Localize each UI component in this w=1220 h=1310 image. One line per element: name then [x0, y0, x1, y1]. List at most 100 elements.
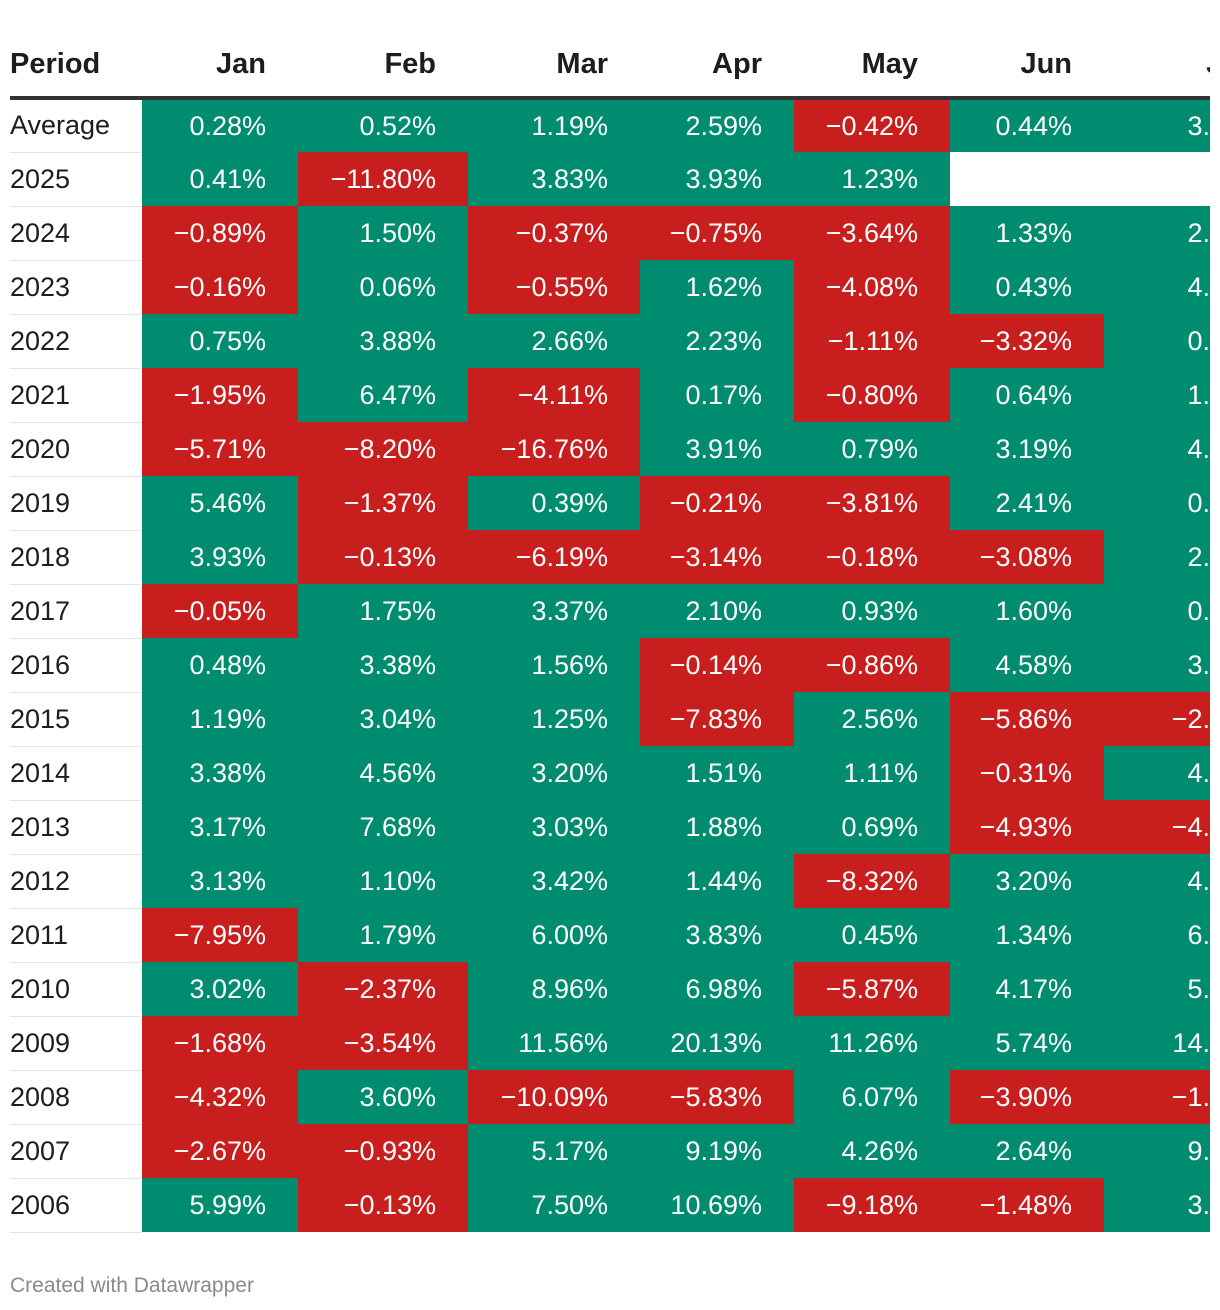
heatmap-cell: −0.55% [468, 260, 640, 314]
heatmap-cell: −7.83% [640, 692, 794, 746]
table-row: 2011−7.95%1.79%6.00%3.83%0.45%1.34%6.23 [10, 908, 1210, 963]
row-period-label: 2009 [10, 1016, 142, 1071]
row-period-label: 2024 [10, 206, 142, 261]
heatmap-cell: −0.93% [298, 1124, 468, 1178]
heatmap-cell: 7.50% [468, 1178, 640, 1232]
heatmap-cell: 1.44% [640, 854, 794, 908]
heatmap-cell: 0.41% [142, 152, 298, 206]
footer-credit: Created with Datawrapper [10, 1274, 254, 1297]
heatmap-cell: 5.34 [1104, 962, 1210, 1016]
heatmap-cell: 10.69% [640, 1178, 794, 1232]
heatmap-cell: 2.72 [1104, 206, 1210, 260]
heatmap-cell: 11.56% [468, 1016, 640, 1070]
heatmap-cell: 6.23 [1104, 908, 1210, 962]
row-period-label: 2022 [10, 314, 142, 369]
heatmap-cell: −11.80% [298, 152, 468, 206]
heatmap-cell: 3.17% [142, 800, 298, 854]
heatmap-cell: −3.32% [950, 314, 1104, 368]
heatmap-cell: 3.19% [950, 422, 1104, 476]
heatmap-cell: 1.51% [640, 746, 794, 800]
heatmap-cell: 5.99% [142, 1178, 298, 1232]
heatmap-cell: −3.90% [950, 1070, 1104, 1124]
heatmap-cell: 6.07% [794, 1070, 950, 1124]
heatmap-cell: 4.17% [950, 962, 1104, 1016]
row-period-label: Average [10, 98, 142, 153]
column-header-month: May [794, 32, 950, 100]
heatmap-cell: 0.79% [794, 422, 950, 476]
heatmap-cell: −8.32% [794, 854, 950, 908]
heatmap-cell: 4.58% [950, 638, 1104, 692]
heatmap-cell: −5.71% [142, 422, 298, 476]
heatmap-cell: 0.06% [298, 260, 468, 314]
heatmap-cell: −3.54% [298, 1016, 468, 1070]
heatmap-cell: 1.10% [298, 854, 468, 908]
table-row: 2009 −1.68% −3.54% 11.56% 20.13% 11.26% 5.74% 1… [10, 1016, 1210, 1071]
heatmap-cell: −0.42% [794, 98, 950, 152]
column-header-month: Jan [142, 32, 298, 100]
heatmap-cell: 9.19% [640, 1124, 794, 1178]
heatmap-cell: 3.13% [142, 854, 298, 908]
heatmap-cell: 0.45% [794, 908, 950, 962]
heatmap-cell: 6.47% [298, 368, 468, 422]
table-row: 2007−2.67%−0.93%5.17%9.19%4.26%2.64%9.79 [10, 1124, 1210, 1179]
heatmap-cell: 4.72 [1104, 854, 1210, 908]
row-period-label: 2010 [10, 962, 142, 1017]
row-period-label: 2019 [10, 476, 142, 531]
heatmap-cell: 5.17% [468, 1124, 640, 1178]
heatmap-cell: 1.41 [1104, 368, 1210, 422]
table-row: 2008 −4.32% 3.60% −10.09% −5.83% 6.07% −3.90% −… [10, 1070, 1210, 1125]
heatmap-cell: 0.43% [950, 260, 1104, 314]
row-period-label: 2006 [10, 1178, 142, 1233]
heatmap-cell: 0.50 [1104, 476, 1210, 530]
column-header-month: Ju [1104, 32, 1210, 100]
heatmap-cell: −2.20 [1104, 692, 1210, 746]
heatmap-cell: 20.13% [640, 1016, 794, 1070]
heatmap-cell [1104, 152, 1210, 206]
heatmap-cell: −3.81% [794, 476, 950, 530]
heatmap-cell: −0.37% [468, 206, 640, 260]
heatmap-cell: 4.31 [1104, 746, 1210, 800]
column-header-period: Period [10, 32, 142, 100]
heatmap-cell: 9.79 [1104, 1124, 1210, 1178]
row-period-label: 2017 [10, 584, 142, 639]
heatmap-cell: −8.20% [298, 422, 468, 476]
heatmap-cell: 2.41% [950, 476, 1104, 530]
heatmap-cell: 6.98% [640, 962, 794, 1016]
table-row: 2023−0.16%0.06%−0.55%1.62%−4.08%0.43%4.0… [10, 260, 1210, 315]
heatmap-cell: 1.25% [468, 692, 640, 746]
heatmap-cell: 0.39% [468, 476, 640, 530]
heatmap-cell: −1.37% [298, 476, 468, 530]
row-period-label: 2016 [10, 638, 142, 693]
heatmap-cell: 3.93% [640, 152, 794, 206]
heatmap-cell: −6.19% [468, 530, 640, 584]
row-period-label: 2007 [10, 1124, 142, 1179]
column-header-month: Apr [640, 32, 794, 100]
column-header-month: Mar [468, 32, 640, 100]
table-row: 2021−1.95%6.47%−4.11%0.17%−0.80%0.64%1.4… [10, 368, 1210, 423]
heatmap-cell: 4.26% [794, 1124, 950, 1178]
heatmap-cell: 0.75% [142, 314, 298, 368]
table-row: 2025 0.41% −11.80% 3.83% 3.93% 1.23% [10, 152, 1210, 207]
row-period-label: 2012 [10, 854, 142, 909]
heatmap-cell: 3.20% [950, 854, 1104, 908]
heatmap-cell: 5.74% [950, 1016, 1104, 1070]
table-row: 2017−0.05%1.75%3.37%2.10%0.93%1.60%0.19 [10, 584, 1210, 639]
heatmap-cell: 0.64% [950, 368, 1104, 422]
heatmap-cell: 1.34% [950, 908, 1104, 962]
heatmap-cell: 1.79% [298, 908, 468, 962]
heatmap-cell: 0.44% [950, 98, 1104, 152]
row-period-label: 2020 [10, 422, 142, 477]
row-period-label: 2021 [10, 368, 142, 423]
heatmap-cell: 3.97 [1104, 638, 1210, 692]
heatmap-cell: −1.68% [142, 1016, 298, 1070]
heatmap-cell: 3.83% [640, 908, 794, 962]
row-period-label: 2011 [10, 908, 142, 963]
heatmap-cell: 2.37 [1104, 530, 1210, 584]
heatmap-cell: 1.19% [468, 98, 640, 152]
heatmap-cell: 4.05 [1104, 260, 1210, 314]
heatmap-cell: −5.83% [640, 1070, 794, 1124]
table-row: 2024 −0.89% 1.50% −0.37% −0.75% −3.64% 1.33% 2.… [10, 206, 1210, 261]
row-period-label: 2015 [10, 692, 142, 747]
